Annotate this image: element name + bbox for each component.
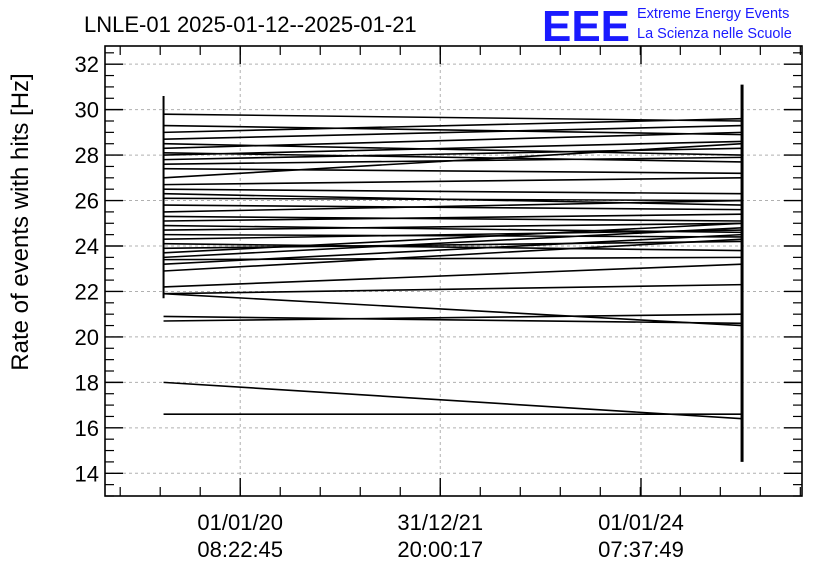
series-line [163, 315, 743, 325]
chart-title: LNLE-01 2025-01-12--2025-01-21 [84, 12, 417, 37]
x-tick-date-label: 31/12/21 [397, 510, 483, 535]
series-line [163, 199, 743, 213]
plot-frame [104, 45, 803, 497]
x-tick-date-label: 01/01/20 [197, 510, 283, 535]
series-line [163, 117, 743, 134]
series-line [163, 263, 743, 288]
axes [104, 45, 803, 497]
series-line [163, 131, 743, 150]
series-line [163, 292, 743, 327]
series-line [163, 222, 743, 231]
series-line [163, 124, 743, 140]
series-line [163, 142, 743, 179]
x-tick-time-label: 07:37:49 [598, 537, 684, 562]
series-line [163, 152, 743, 163]
grid [105, 46, 802, 496]
series-line [163, 204, 743, 211]
series-line [163, 242, 743, 252]
series-line [163, 283, 743, 295]
y-tick-label: 18 [75, 370, 99, 395]
y-ticks: 14 16 18 20 22 24 26 28 30 32 [75, 52, 802, 497]
series-lines [162, 84, 744, 462]
series-line [163, 113, 743, 122]
y-tick-label: 26 [75, 189, 99, 214]
x-tick-date-label: 01/01/24 [598, 510, 684, 535]
logo-line-2: La Scienza nelle Scuole [637, 26, 792, 42]
y-axis-label: Rate of events with hits [Hz] [7, 73, 34, 370]
series-line [163, 313, 743, 322]
series-line [163, 177, 743, 186]
logo-line-1: Extreme Energy Events [637, 6, 789, 22]
y-tick-label: 24 [75, 234, 99, 259]
y-tick-label: 32 [75, 52, 99, 77]
series-line [163, 233, 743, 238]
series-line [163, 213, 743, 222]
series-line [163, 229, 743, 240]
series-line [163, 233, 743, 265]
series-line [163, 227, 743, 259]
series-line [163, 124, 743, 136]
series-line [163, 222, 743, 254]
series-line [163, 197, 743, 202]
y-tick-label: 16 [75, 416, 99, 441]
x-tick-time-label: 08:22:45 [197, 537, 283, 562]
logo-mark: EEE [542, 2, 630, 51]
y-tick-label: 28 [75, 143, 99, 168]
series-line [163, 188, 743, 195]
y-tick-label: 14 [75, 461, 99, 486]
series-line [163, 238, 743, 272]
series-line [163, 215, 743, 222]
x-tick-time-label: 20:00:17 [397, 537, 483, 562]
series-line [163, 381, 743, 420]
series-line [163, 167, 743, 175]
y-tick-label: 22 [75, 279, 99, 304]
eee-logo: EEE Extreme Energy Events La Scienza nel… [542, 2, 792, 51]
y-tick-label: 30 [75, 98, 99, 123]
series-line [163, 140, 743, 156]
y-tick-label: 20 [75, 325, 99, 350]
